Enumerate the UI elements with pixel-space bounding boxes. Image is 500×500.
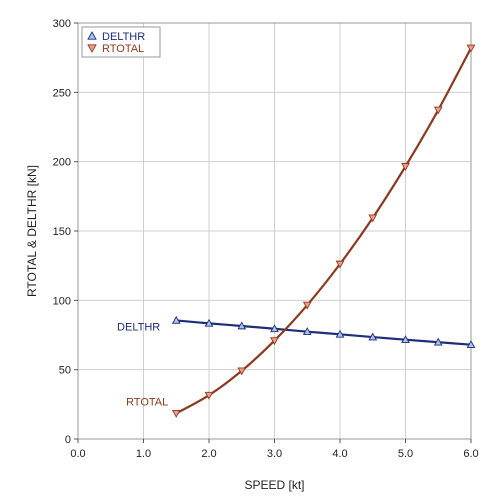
x-tick-label: 4.0 — [332, 448, 347, 460]
data-point-delthr — [368, 332, 378, 341]
data-point-delthr — [401, 335, 410, 344]
legend-label-delthr: DELTHR — [102, 31, 145, 43]
series-line-delthr — [176, 319, 472, 346]
data-point-rtotal — [302, 301, 312, 310]
data-point-delthr — [433, 337, 443, 346]
y-tick-label: 100 — [53, 295, 71, 307]
y-tick-label: 250 — [53, 87, 71, 99]
x-axis-title: SPEED [kt] — [244, 478, 304, 492]
x-tick-label: 5.0 — [398, 448, 413, 460]
x-tick-label: 1.0 — [136, 448, 151, 460]
data-point-rtotal — [237, 367, 247, 376]
x-tick-label: 6.0 — [463, 448, 478, 460]
legend-marker-delthr — [87, 31, 97, 40]
data-point-rtotal — [204, 391, 214, 400]
annotations: DELTHR RTOTAL — [117, 321, 168, 408]
y-tick-label: 300 — [53, 18, 71, 30]
series-line-rtotal — [175, 47, 472, 415]
y-tick-label: 0 — [65, 434, 71, 446]
data-point-rtotal — [466, 44, 476, 53]
data-point-rtotal — [171, 410, 181, 418]
series-layer — [171, 44, 476, 418]
data-point-rtotal — [433, 106, 443, 115]
y-tick-label: 200 — [53, 157, 71, 169]
x-tick-label: 3.0 — [267, 448, 282, 460]
legend-box — [81, 26, 161, 58]
data-point-rtotal — [368, 214, 378, 223]
legend-label-rtotal: RTOTAL — [102, 43, 144, 55]
series-annotation-rtotal: RTOTAL — [126, 396, 168, 408]
data-point-delthr — [270, 324, 279, 333]
legend-marker-rtotal — [87, 44, 97, 53]
data-point-delthr — [335, 329, 345, 338]
axes: 0.0 1.0 2.0 3.0 4.0 5.0 6.0 0 50 100 150 200 250 300 — [53, 18, 479, 460]
x-tick-label: 0.0 — [70, 448, 85, 460]
data-point-rtotal — [270, 337, 279, 346]
data-point-rtotal — [401, 163, 410, 171]
data-point-delthr — [237, 321, 247, 330]
y-tick-label: 50 — [59, 365, 71, 377]
data-point-delthr — [204, 318, 214, 327]
data-point-delthr — [302, 327, 312, 336]
x-tick-label: 2.0 — [201, 448, 216, 460]
data-point-delthr — [171, 315, 181, 324]
data-point-delthr — [466, 340, 476, 349]
y-axis-title: RTOTAL & DELTHR [kN] — [25, 165, 39, 297]
series-annotation-delthr: DELTHR — [117, 321, 160, 333]
y-tick-label: 150 — [53, 226, 71, 238]
data-point-rtotal — [335, 260, 345, 269]
